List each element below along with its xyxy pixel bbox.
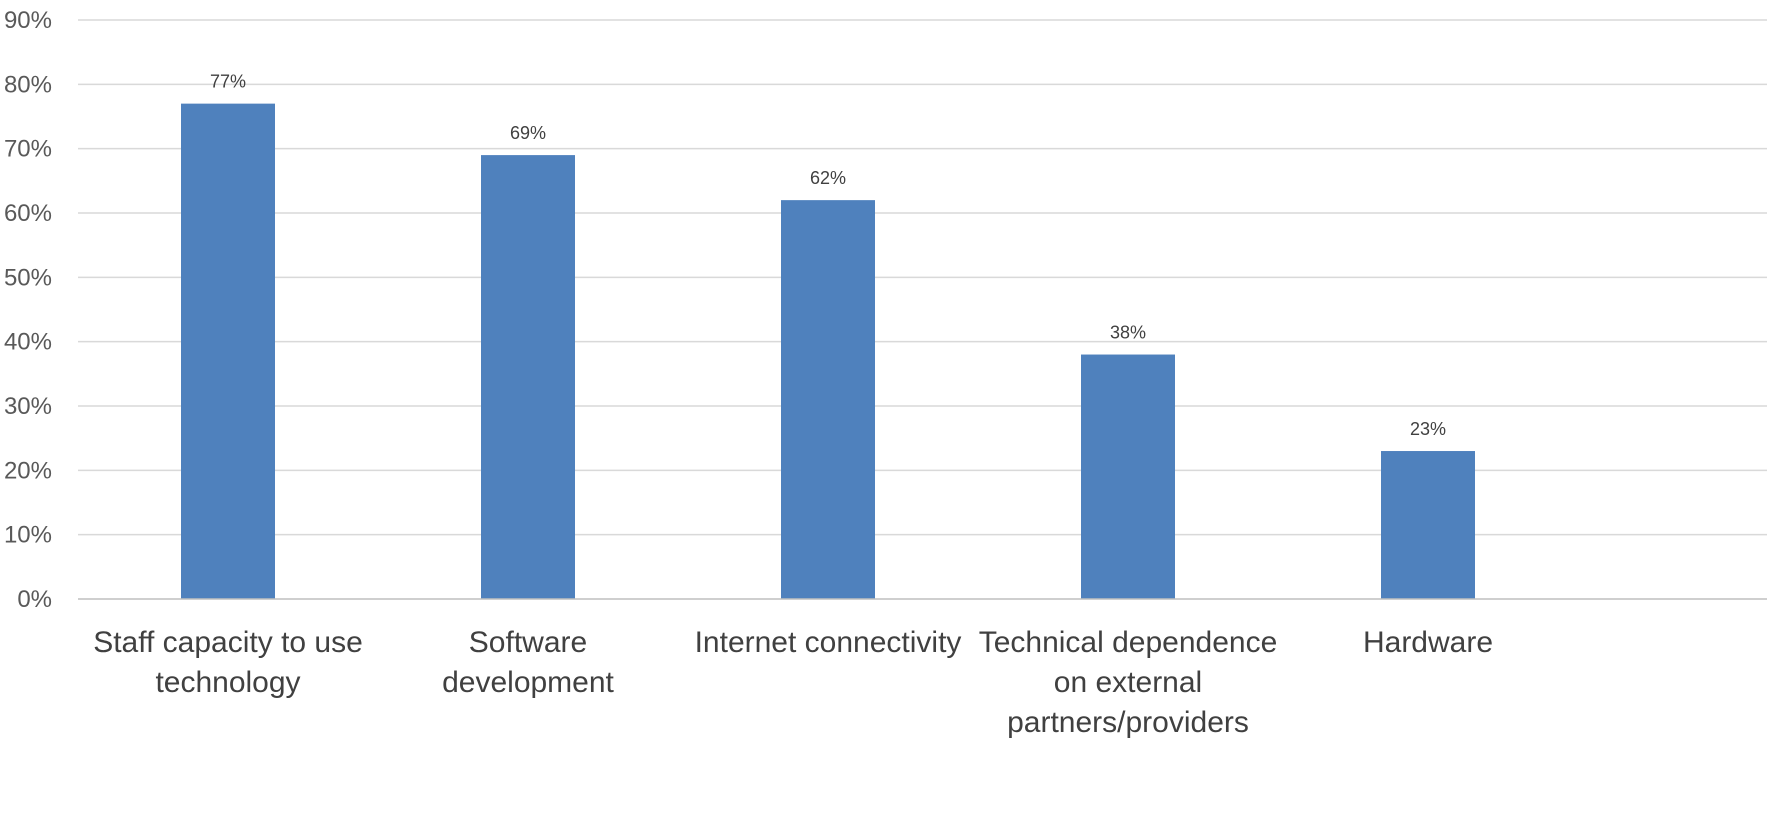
bar <box>1081 354 1175 599</box>
data-label: 77% <box>210 72 246 92</box>
x-tick-label: Software development <box>442 626 614 699</box>
y-tick-label: 30% <box>4 393 52 420</box>
x-tick-label: Internet connectivity <box>695 626 962 659</box>
data-label: 23% <box>1410 419 1446 439</box>
data-labels: 77% 69% 62% 38% 23% <box>210 72 1446 439</box>
y-tick-label: 20% <box>4 457 52 484</box>
gridlines <box>78 19 1767 536</box>
x-axis-ticks: Staff capacity to use technology Software d… <box>93 626 1493 739</box>
x-tick-label: Hardware <box>1363 626 1493 659</box>
y-tick-label: 70% <box>4 136 52 163</box>
y-tick-label: 40% <box>4 329 52 356</box>
data-label: 69% <box>510 123 546 143</box>
data-label: 38% <box>1110 323 1146 343</box>
y-tick-label: 50% <box>4 264 52 291</box>
y-tick-label: 10% <box>4 522 52 549</box>
bar <box>1381 451 1475 599</box>
bar <box>181 103 275 599</box>
y-tick-label: 60% <box>4 200 52 227</box>
bar <box>781 200 875 599</box>
bars <box>181 103 1475 599</box>
y-axis-ticks: 0% 10% 20% 30% 40% 50% 60% 70% 80% 90% <box>4 7 52 613</box>
y-tick-label: 80% <box>4 71 52 98</box>
data-label: 62% <box>810 168 846 188</box>
y-tick-label: 90% <box>4 7 52 34</box>
x-tick-label: Technical dependence on external partners/… <box>979 626 1278 739</box>
bar <box>481 155 575 599</box>
y-tick-label: 0% <box>17 586 52 613</box>
x-tick-label: Staff capacity to use technology <box>93 626 363 699</box>
